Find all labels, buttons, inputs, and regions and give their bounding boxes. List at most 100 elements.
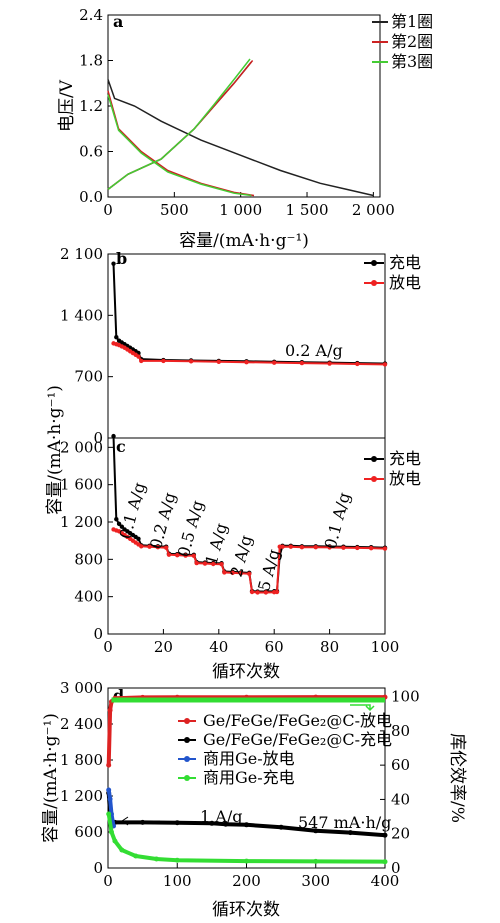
data-point xyxy=(111,433,116,439)
data-point xyxy=(327,361,332,366)
data-point xyxy=(174,820,180,826)
panel-d-annotations: 1 A/g 547 mA·h/g xyxy=(121,704,391,832)
rate-label: 2 A/g xyxy=(226,533,255,579)
data-point xyxy=(299,545,305,550)
data-point xyxy=(188,359,194,364)
data-point xyxy=(355,361,360,367)
legend-label: 充电 xyxy=(389,253,421,272)
data-point xyxy=(139,544,144,549)
annotation-capacity: 547 mA·h/g xyxy=(298,813,391,832)
data-point xyxy=(382,859,388,865)
legend-marker xyxy=(184,775,190,781)
panel-d-xlabel: 循环次数 xyxy=(212,900,280,920)
series-line-discharge xyxy=(107,79,374,197)
data-point xyxy=(222,570,227,575)
data-point xyxy=(111,261,116,266)
series-line xyxy=(113,342,386,366)
x-tick-label: 0 xyxy=(103,201,113,219)
series-line xyxy=(106,789,116,827)
panel-b-points xyxy=(111,261,388,367)
y-right-tick-label: 20 xyxy=(391,825,410,843)
data-point xyxy=(153,856,159,862)
data-point xyxy=(161,358,166,364)
legend-label: 第2圈 xyxy=(391,32,433,51)
series-line-charge xyxy=(107,61,252,190)
annotation-rate: 1 A/g xyxy=(200,807,242,826)
x-tick-label: 100 xyxy=(371,638,400,656)
data-point xyxy=(382,362,388,367)
data-point xyxy=(230,570,235,576)
panel-c-ticks: 0 20 40 60 80 100 0 400 800 1 200 1 600 2 000 xyxy=(60,438,399,656)
legend-label: 放电 xyxy=(389,469,421,488)
data-point xyxy=(244,360,249,365)
arrow-right-axis xyxy=(350,704,375,712)
series-line-discharge xyxy=(107,90,255,197)
x-tick-label: 2 000 xyxy=(352,201,395,219)
data-point xyxy=(136,536,141,541)
data-point xyxy=(249,589,255,595)
y-tick-label: 3 000 xyxy=(60,679,103,697)
data-point xyxy=(247,571,252,576)
data-point xyxy=(355,545,360,551)
data-point xyxy=(313,828,319,834)
data-point xyxy=(313,545,318,550)
data-point xyxy=(244,822,249,828)
data-point xyxy=(223,821,229,827)
data-point xyxy=(133,853,139,859)
legend-marker xyxy=(184,718,190,724)
y-right-tick-label: 60 xyxy=(391,756,410,774)
y-tick-label: 800 xyxy=(74,550,103,568)
arrow-left-axis xyxy=(121,816,160,826)
panel-d-legend: Ge/FeGe/FeGe₂@C-放电Ge/FeGe/FeGe₂@C-充电商用Ge… xyxy=(178,711,392,787)
legend-marker xyxy=(371,260,377,266)
data-point xyxy=(209,820,215,826)
data-point xyxy=(382,832,388,838)
y-tick-label: 2 100 xyxy=(60,245,103,263)
legend-label: 放电 xyxy=(389,273,421,292)
y-tick-label: 1 200 xyxy=(60,787,103,805)
y-tick-label: 1 800 xyxy=(60,751,103,769)
panel-a-frame xyxy=(107,14,381,198)
series-line-charge xyxy=(107,58,251,190)
y-tick-label: 0 xyxy=(93,429,103,447)
data-point xyxy=(108,829,114,835)
data-point xyxy=(263,590,269,595)
y-tick-label: 600 xyxy=(74,823,103,841)
data-point xyxy=(114,335,119,340)
x-tick-label: 0 xyxy=(103,872,113,890)
panel-d-ylabel: 容量/(mA·h·g⁻¹) xyxy=(41,713,61,843)
data-point xyxy=(107,796,113,802)
y-right-tick-label: 80 xyxy=(391,722,410,740)
y-right-tick-label: 100 xyxy=(391,688,420,706)
data-point xyxy=(106,762,112,768)
panel-a-xlabel: 容量/(mA·h·g⁻¹) xyxy=(179,231,309,251)
data-point xyxy=(255,590,260,595)
panel-b-annotation: 0.2 A/g xyxy=(285,341,343,360)
panel-d-points xyxy=(106,694,388,865)
data-point xyxy=(155,545,161,550)
data-point xyxy=(211,561,216,567)
y-tick-label: 2.4 xyxy=(79,6,103,24)
data-point xyxy=(174,857,180,863)
legend-marker xyxy=(371,280,377,286)
legend-label: 第1圈 xyxy=(391,12,433,31)
data-point xyxy=(382,546,388,551)
data-point xyxy=(114,517,119,522)
data-point xyxy=(194,560,199,566)
series-line xyxy=(106,813,386,864)
data-point xyxy=(280,544,285,549)
y-tick-label: 0 xyxy=(93,625,103,643)
x-tick-label: 80 xyxy=(320,638,339,656)
panel-c-points xyxy=(111,433,388,595)
panel-a-lines xyxy=(107,58,374,197)
data-point xyxy=(175,552,180,558)
x-tick-label: 300 xyxy=(301,872,330,890)
series-line xyxy=(112,263,386,365)
x-tick-label: 100 xyxy=(163,872,192,890)
